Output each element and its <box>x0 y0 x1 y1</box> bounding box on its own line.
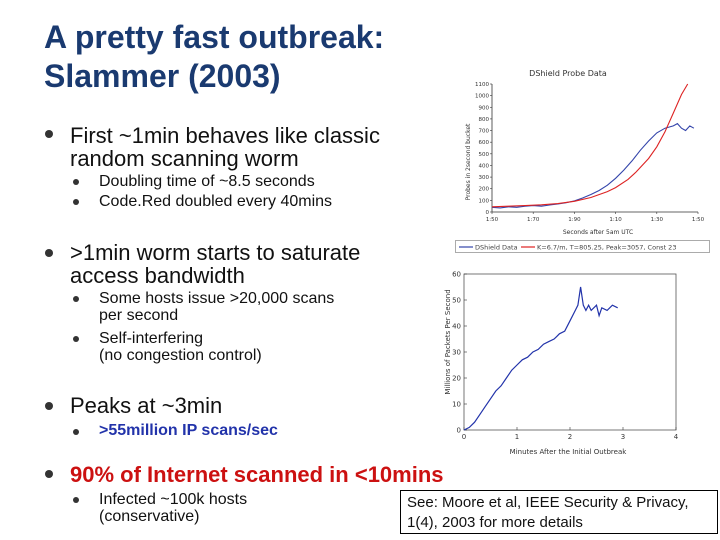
chart1-axes: 0 100 200 300 400 500 600 700 800 900 1000 1100 1:50… <box>475 82 705 223</box>
reference-box: See: Moore et al, IEEE Security & Privac… <box>400 490 718 534</box>
chart1-y-tick-label: 300 <box>479 175 490 181</box>
bullet-2: >1min worm starts to saturate access ban… <box>70 241 360 287</box>
chart1-y-tick-label: 1000 <box>475 94 489 100</box>
bullet-1-sub-2: Code.Red doubled every 40mins <box>99 193 333 210</box>
chart1-xlabel: Seconds after 5am UTC <box>563 229 633 236</box>
sub-bullet-dot <box>73 336 79 342</box>
bullet-1-line-2: random scanning worm <box>70 146 299 171</box>
chart2-x-tick-label: 3 <box>621 433 625 441</box>
bullet-dot <box>45 130 53 138</box>
chart1-series-fit <box>491 83 689 208</box>
bullet-1-line-1: First ~1min behaves like classic <box>70 123 380 148</box>
chart1-title: DShield Probe Data <box>529 69 607 78</box>
chart1-x-tick-label: 1:70 <box>527 217 540 223</box>
bullet-1-sub-1: Doubling time of ~8.5 seconds <box>99 173 315 190</box>
bullet-4-sub-1: Infected ~100k hosts (conservative) <box>99 491 247 525</box>
sub-bullet-dot <box>73 296 79 302</box>
bullet-2-sub-1-line-2: per second <box>99 307 179 324</box>
reference-line-1: See: Moore et al, IEEE Security & Privac… <box>407 494 689 511</box>
chart1-y-tick-label: 1100 <box>475 82 489 88</box>
chart1-x-tick-label: 1:30 <box>651 217 664 223</box>
reference-line-2: 1(4), 2003 for more details <box>407 514 583 531</box>
bullet-2-line-2: access bandwidth <box>70 263 245 288</box>
chart1-x-tick-label: 1:50 <box>692 217 705 223</box>
chart1-x-tick-label: 1:50 <box>486 217 499 223</box>
chart2-series <box>463 286 618 431</box>
bullet-2-line-1: >1min worm starts to saturate <box>70 240 361 265</box>
bullet-dot <box>45 470 53 478</box>
chart1-x-tick-label: 1:90 <box>568 217 581 223</box>
bullet-4: 90% of Internet scanned in <10mins <box>70 462 444 487</box>
bullet-4-sub-1-line-2: (conservative) <box>99 508 200 525</box>
chart2-x-tick-label: 0 <box>462 433 466 441</box>
chart2-series-packets <box>463 286 618 431</box>
chart2-x-tick-label: 2 <box>568 433 572 441</box>
bullet-3: Peaks at ~3min <box>70 393 223 418</box>
chart1-series <box>491 83 695 209</box>
bullet-2-sub-2: Self-interfering (no congestion control) <box>99 330 262 364</box>
chart1-y-tick-label: 900 <box>479 105 490 111</box>
slide-title: A pretty fast outbreak: Slammer (2003) <box>44 18 444 96</box>
chart2-x-tick-label: 1 <box>515 433 519 441</box>
chart2-x-tick-label: 4 <box>674 433 679 441</box>
sub-bullet-dot <box>73 429 79 435</box>
bullet-dot <box>45 402 53 410</box>
bullet-2-sub-1: Some hosts issue >20,000 scans per secon… <box>99 290 334 324</box>
chart2-y-tick-label: 40 <box>452 323 461 331</box>
chart1-ylabel: Probes in 2second bucket <box>465 123 472 200</box>
title-line-2: Slammer (2003) <box>44 58 281 94</box>
chart2-ylabel: Millions of Packets Per Second <box>444 289 452 394</box>
chart1-y-tick-label: 200 <box>479 187 490 193</box>
sub-bullet-dot <box>73 179 79 185</box>
legend-label-dshield: DShield Data <box>475 244 518 252</box>
chart2-axes: 0 10 20 30 40 50 60 0 1 2 3 4 <box>452 271 679 442</box>
title-line-1: A pretty fast outbreak: <box>44 19 385 55</box>
chart1-y-tick-label: 500 <box>479 152 490 158</box>
chart1-y-tick-label: 600 <box>479 140 490 146</box>
chart1-x-tick-label: 1:10 <box>609 217 622 223</box>
chart2-y-tick-label: 50 <box>452 297 461 305</box>
bullet-2-sub-1-line-1: Some hosts issue >20,000 scans <box>99 290 335 307</box>
packets-per-second-chart: Millions of Packets Per Second Minutes A… <box>444 271 679 457</box>
chart1-series-dshield-data <box>491 122 695 209</box>
chart1-y-tick-label: 800 <box>479 117 490 123</box>
bullet-2-sub-2-line-1: Self-interfering <box>99 330 204 347</box>
chart1-y-tick-label: 700 <box>479 129 490 135</box>
bullet-3-sub-1: >55million IP scans/sec <box>99 422 278 439</box>
chart2-y-tick-label: 60 <box>452 271 461 279</box>
bullet-2-sub-2-line-2: (no congestion control) <box>99 347 262 364</box>
legend-label-fit: K=6.7/m, T=805.25, Peak=3057, Const 23 <box>537 244 676 252</box>
chart2-y-tick-label: 30 <box>452 349 461 357</box>
chart1-y-tick-label: 0 <box>486 210 490 216</box>
bullet-dot <box>45 249 53 257</box>
dshield-probe-chart: DShield Probe Data Probes in 2second buc… <box>465 69 705 236</box>
chart2-y-tick-label: 10 <box>452 401 461 409</box>
chart1-legend: DShield Data K=6.7/m, T=805.25, Peak=305… <box>455 240 710 253</box>
chart2-y-tick-label: 0 <box>457 427 461 435</box>
bullet-1: First ~1min behaves like classic random … <box>70 124 380 170</box>
chart1-y-tick-label: 400 <box>479 163 490 169</box>
chart2-xlabel: Minutes After the Initial Outbreak <box>510 448 628 456</box>
sub-bullet-dot <box>73 497 79 503</box>
bullet-4-sub-1-line-1: Infected ~100k hosts <box>99 491 248 508</box>
chart1-y-tick-label: 100 <box>479 198 490 204</box>
chart2-frame <box>463 273 677 431</box>
sub-bullet-dot <box>73 199 79 205</box>
chart2-y-tick-label: 20 <box>452 375 461 383</box>
